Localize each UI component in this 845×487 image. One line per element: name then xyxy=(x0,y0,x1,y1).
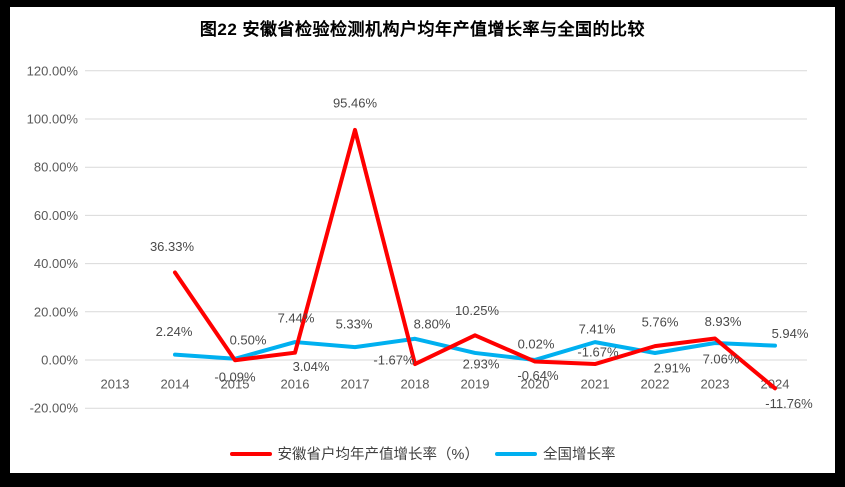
y-axis-tick-label: 80.00% xyxy=(34,160,79,175)
x-axis-label: 2017 xyxy=(341,377,370,392)
x-axis-label: 2022 xyxy=(641,377,670,392)
legend-item-anhui: 安徽省户均年产值增长率（%） xyxy=(229,443,479,464)
y-axis-tick-label: 120.00% xyxy=(27,63,79,78)
x-axis-label: 2018 xyxy=(401,377,430,392)
x-axis-label: 2014 xyxy=(161,377,190,392)
y-axis-tick-label: 20.00% xyxy=(34,304,79,319)
data-label-national: 7.41% xyxy=(579,322,616,337)
x-axis-label: 2020 xyxy=(521,377,550,392)
x-axis-label: 2021 xyxy=(581,377,610,392)
data-label-national: 8.80% xyxy=(414,316,451,331)
chart-title: 图22 安徽省检验检测机构户均年产值增长率与全国的比较 xyxy=(199,20,646,39)
data-label-national: 5.94% xyxy=(772,326,809,341)
series-line-national xyxy=(173,336,777,362)
national-series-line-sample-icon xyxy=(494,451,537,456)
chart-canvas: 图22 安徽省检验检测机构户均年产值增长率与全国的比较 120.00% 100.0… xyxy=(10,7,835,473)
data-label-anhui: 36.33% xyxy=(150,239,195,254)
x-axis-label: 2023 xyxy=(701,377,730,392)
data-label-anhui: -11.76% xyxy=(765,396,813,411)
anhui-series-line-sample-icon xyxy=(229,451,272,456)
data-label-anhui: 95.46% xyxy=(333,95,378,110)
data-label-national: 2.93% xyxy=(463,356,500,371)
data-label-anhui: 5.76% xyxy=(642,315,679,330)
data-label-anhui: 10.25% xyxy=(455,303,500,318)
data-label-anhui: -0.64% xyxy=(517,368,559,383)
y-axis-tick-label: 0.00% xyxy=(41,353,78,368)
data-label-anhui: 8.93% xyxy=(705,314,742,329)
y-axis-tick-label: -20.00% xyxy=(30,401,79,416)
data-label-national: 7.44% xyxy=(278,311,315,326)
y-axis-tick-label: 100.00% xyxy=(27,112,79,127)
series-line-anhui xyxy=(173,127,777,391)
data-label-national: 0.02% xyxy=(518,336,555,351)
y-axis-tick-label: 40.00% xyxy=(34,256,79,271)
chart-legend: 安徽省户均年产值增长率（%） 全国增长率 xyxy=(10,443,835,464)
data-label-anhui: 3.04% xyxy=(293,359,330,374)
data-label-anhui: -1.67% xyxy=(577,345,619,360)
x-axis-label: 2015 xyxy=(221,377,250,392)
data-label-anhui: -0.09% xyxy=(214,370,256,385)
y-axis-tick-label: 60.00% xyxy=(34,208,79,223)
x-axis-label: 2019 xyxy=(461,377,490,392)
x-axis-label: 2016 xyxy=(281,377,310,392)
legend-label-anhui: 安徽省户均年产值增长率（%） xyxy=(277,447,479,463)
data-label-national: 5.33% xyxy=(336,317,373,332)
data-label-national: 2.24% xyxy=(156,324,193,339)
x-axis-label: 2013 xyxy=(101,377,130,392)
legend-item-national: 全国增长率 xyxy=(494,443,616,464)
data-label-national: 2.91% xyxy=(654,360,691,375)
line-chart-plot: 120.00% 100.00% 80.00% 60.00% 40.00% 20.00% 0.… xyxy=(27,63,813,416)
data-label-national: 7.06% xyxy=(703,351,740,366)
legend-label-national: 全国增长率 xyxy=(542,447,616,463)
data-label-national: 0.50% xyxy=(230,332,267,347)
data-label-anhui: -1.67% xyxy=(373,353,415,368)
